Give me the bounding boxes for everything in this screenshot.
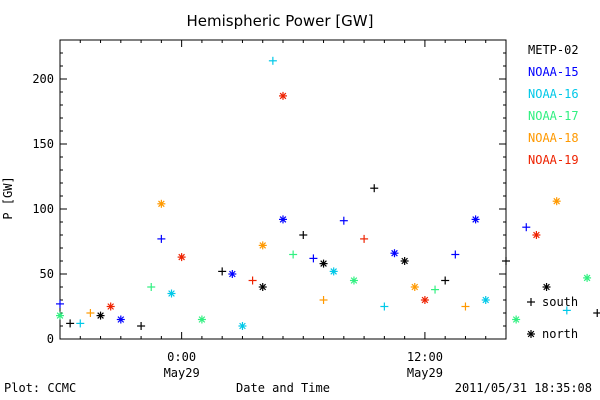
south-marker [86, 309, 95, 317]
south-marker [56, 299, 64, 308]
south-marker [137, 322, 146, 330]
south-marker [66, 319, 75, 328]
north-marker [552, 197, 561, 206]
south-marker [339, 216, 348, 225]
y-ticks: 0 50 100 150 200 [32, 52, 506, 346]
north-marker [420, 296, 429, 304]
south-marker [248, 276, 257, 285]
south-marker [147, 283, 156, 291]
north-marker [400, 257, 409, 265]
y-axis-label: P [GW] [1, 176, 15, 219]
south-marker [451, 250, 460, 259]
x-tick-label-date: May29 [164, 366, 200, 380]
north-marker [258, 283, 267, 291]
y-tick-label: 150 [32, 137, 54, 151]
legend-entry: METP-02 [528, 43, 579, 57]
legend-entry: NOAA-19 [528, 153, 579, 167]
north-marker [390, 249, 399, 258]
north-marker [238, 322, 247, 330]
south-marker [289, 250, 298, 259]
south-marker [431, 285, 440, 294]
north-marker [410, 283, 419, 291]
south-marker [76, 319, 85, 328]
south-marker [380, 302, 389, 311]
data-points [56, 56, 600, 330]
north-marker [532, 231, 541, 239]
south-marker [157, 234, 166, 243]
plot-credit: Plot: CCMC [4, 381, 76, 395]
marker-legend-label: north [542, 327, 578, 341]
y-tick-label: 100 [32, 202, 54, 216]
legend-entry: NOAA-18 [528, 131, 579, 145]
y-tick-label: 200 [32, 72, 54, 86]
x-axis-label: Date and Time [236, 381, 330, 395]
south-marker [309, 254, 318, 263]
timestamp: 2011/05/31 18:35:08 [455, 381, 592, 395]
x-tick-label-date: May29 [407, 366, 443, 380]
x-tick-label-time: 12:00 [407, 350, 443, 364]
marker-legend: south north [527, 295, 578, 341]
south-marker [502, 257, 510, 265]
north-marker [228, 270, 237, 278]
south-marker [593, 309, 600, 317]
north-marker [258, 241, 267, 250]
north-marker [329, 267, 338, 276]
north-marker [279, 91, 287, 100]
south-marker [522, 223, 531, 232]
y-tick-label: 0 [47, 332, 54, 346]
north-marker [106, 302, 115, 311]
north-marker [157, 199, 166, 208]
north-marker [512, 315, 521, 324]
south-marker [299, 231, 308, 239]
north-marker [197, 315, 206, 324]
north-marker [116, 315, 125, 324]
plot-frame [59, 39, 507, 340]
north-marker [167, 289, 176, 298]
x-tick-label-time: 0:00 [167, 350, 196, 364]
north-marker [279, 215, 287, 224]
south-marker [319, 296, 328, 304]
legend-entry: NOAA-15 [528, 65, 579, 79]
north-marker [481, 296, 490, 304]
x-ticks: 0:00May2912:00May290:00May3012:00May300:… [79, 40, 487, 380]
south-marker [461, 302, 470, 311]
legend: METP-02 NOAA-15 NOAA-16 NOAA-17 NOAA-18 NOAA-… [528, 43, 579, 167]
marker-legend-label: south [542, 295, 578, 309]
north-marker [56, 311, 64, 320]
north-marker [349, 276, 358, 285]
north-marker [177, 253, 186, 262]
north-marker [527, 330, 535, 338]
chart-title: Hemispheric Power [GW] [187, 12, 374, 30]
south-marker [218, 267, 227, 276]
south-marker [441, 276, 450, 285]
south-marker [360, 234, 369, 243]
north-marker [96, 311, 105, 320]
legend-entry: NOAA-16 [528, 87, 579, 101]
north-marker [471, 215, 480, 224]
north-marker [583, 273, 592, 282]
south-marker [562, 306, 571, 315]
north-marker [319, 259, 328, 268]
south-marker [527, 298, 535, 306]
north-marker [542, 283, 551, 291]
south-marker [268, 56, 277, 65]
legend-entry: NOAA-17 [528, 109, 579, 123]
south-marker [370, 184, 379, 193]
y-tick-label: 50 [40, 267, 54, 281]
y-axis-label-group: P [GW] [1, 176, 15, 219]
